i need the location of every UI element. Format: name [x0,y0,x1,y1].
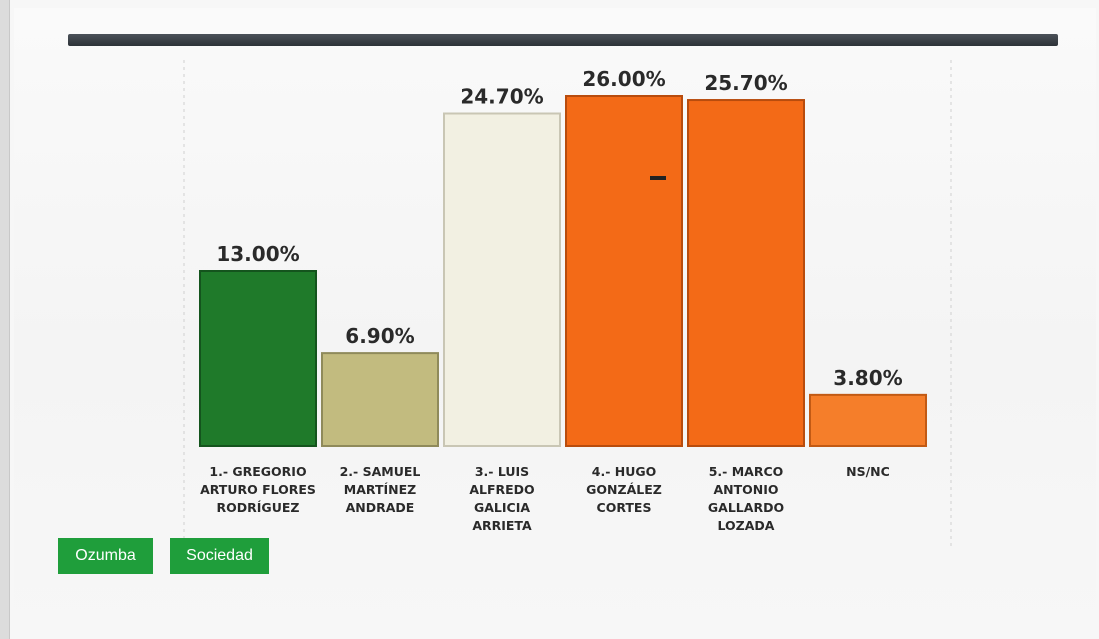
category-label-5-line-1: 5.- MARCO [709,464,784,479]
category-label-3-line-4: ARRIETA [472,518,532,533]
bar-3 [443,112,561,447]
value-label-2: 6.90% [345,324,414,348]
bar-5 [687,99,805,448]
category-label-5-line-3: GALLARDO [708,500,784,515]
bar-1 [199,270,317,447]
category-label-4-line-2: GONZÁLEZ [586,482,662,497]
value-label-4: 26.00% [582,67,665,91]
category-label-3-line-1: 3.- LUIS [475,464,529,479]
category-label-5-line-4: LOZADA [718,518,775,533]
category-label-2-line-1: 2.- SAMUEL [340,464,421,479]
category-label-6-line-1: NS/NC [846,464,890,479]
value-label-5: 25.70% [704,71,787,95]
top-dark-band [68,34,1058,46]
tag-sociedad[interactable]: Sociedad [170,538,269,574]
category-label-2-line-2: MARTÍNEZ [344,482,416,497]
category-label-2-line-3: ANDRADE [346,500,415,515]
value-label-6: 3.80% [833,366,902,390]
bar-4 [565,95,683,447]
bar-2 [321,352,439,447]
category-label-5-line-2: ANTONIO [713,482,778,497]
value-label-1: 13.00% [216,242,299,266]
value-label-3: 24.70% [460,85,543,109]
category-label-3-line-3: GALICIA [474,500,530,515]
category-label-4-line-1: 4.- HUGO [592,464,656,479]
left-scroll-rule [0,0,10,639]
tag-ozumba[interactable]: Ozumba [58,538,153,574]
category-label-1-line-1: 1.- GREGORIO [209,464,306,479]
bar-6 [809,393,927,448]
category-label-4-line-3: CORTES [597,500,652,515]
bar-4-mark [650,176,666,180]
category-label-1-line-3: RODRÍGUEZ [217,500,300,515]
category-label-3-line-2: ALFREDO [469,482,534,497]
category-label-1-line-2: ARTURO FLORES [200,482,316,497]
